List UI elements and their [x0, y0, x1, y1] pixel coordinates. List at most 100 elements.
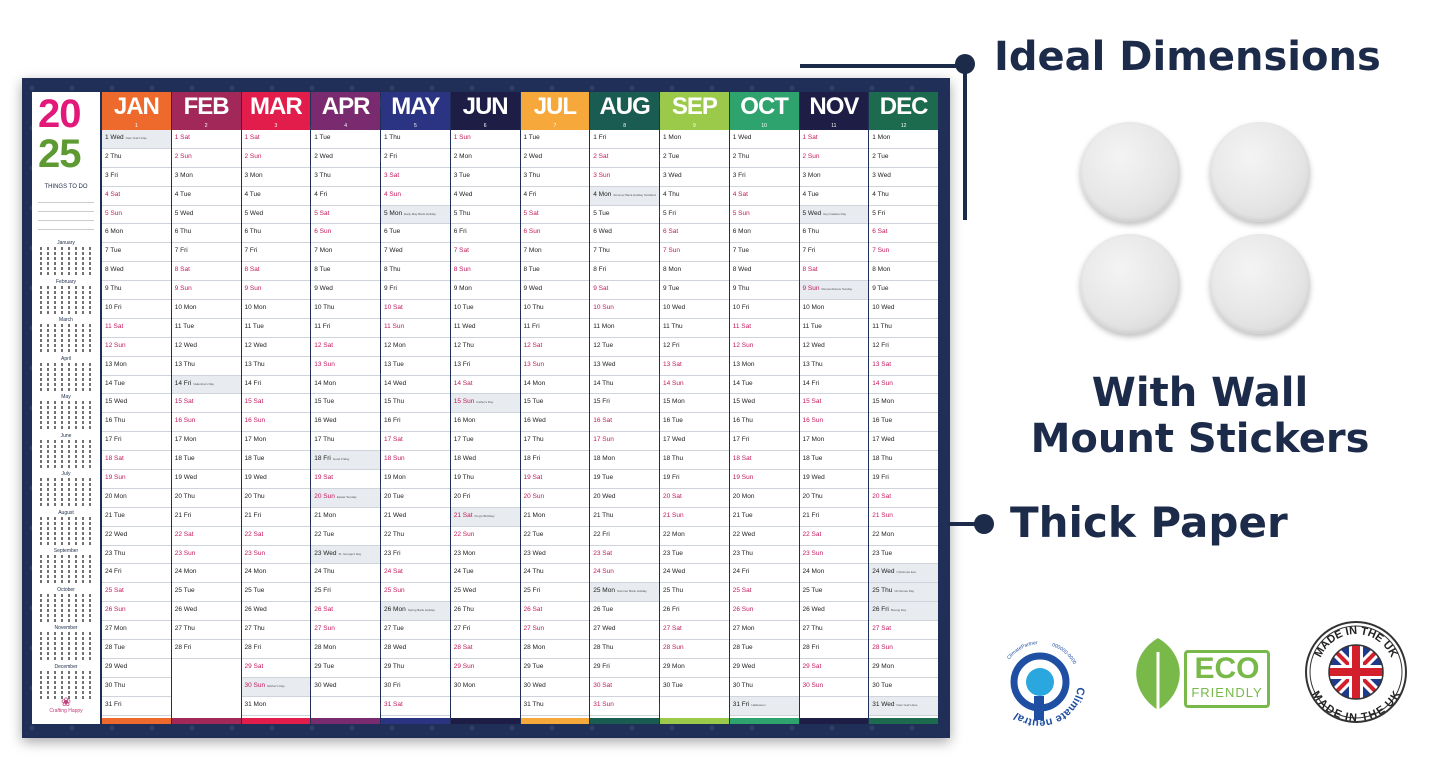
day-label: 16 Sat — [593, 417, 613, 425]
day-row: 7 Fri — [799, 243, 869, 263]
day-label: 27 Sun — [314, 625, 335, 633]
day-label: 18 Sat — [732, 455, 752, 463]
month-footer-bar — [311, 718, 380, 724]
day-row: 26 Sat — [520, 602, 590, 622]
day-row: 19 Mon — [381, 470, 450, 489]
day-row: 17 Tue — [450, 432, 520, 452]
day-row: 26 Wed — [171, 602, 241, 622]
day-row: 16 Sun — [171, 413, 241, 433]
day-label: 25 Wed — [453, 587, 477, 595]
day-label: 23 Sat — [593, 549, 613, 557]
day-label: 6 Mon — [732, 228, 751, 236]
day-row: 30 Sat — [590, 678, 659, 697]
day-row: 18 Mon — [590, 451, 659, 471]
day-label: 31 Fri — [732, 700, 750, 708]
mini-month-name: January — [57, 240, 75, 246]
eco-friendly-badge: ECO FRIENDLY — [1128, 632, 1274, 716]
day-row: 7 Sun — [660, 243, 729, 263]
day-row: 20 Thu — [241, 489, 311, 508]
day-label: 13 Sat — [872, 360, 892, 368]
day-label: 16 Fri — [384, 417, 401, 425]
climate-neutral-icon: Climate neutral ClimatePartner 000000-00… — [1006, 640, 1087, 729]
day-event: Spring Bank Holiday — [407, 608, 435, 613]
day-label: 22 Sat — [244, 530, 264, 538]
eco-friendly-label: ECO FRIENDLY — [1184, 650, 1270, 708]
day-row: 29 Fri — [590, 659, 659, 678]
day-label: 10 Fri — [732, 304, 750, 312]
day-row: 25 Sat — [729, 583, 799, 603]
day-label: 28 Tue — [732, 644, 753, 652]
day-row: 7 Mon — [520, 243, 590, 263]
day-label: 3 Fri — [732, 171, 746, 179]
mini-month-name: May — [61, 394, 71, 400]
day-row: 2 Tue — [869, 149, 938, 168]
month-name: JUN — [462, 93, 509, 120]
month-name: APR — [321, 93, 371, 120]
day-row: 26 Sun — [102, 602, 171, 622]
day-label: 14 Tue — [732, 379, 753, 387]
day-row: 8 Mon — [660, 262, 729, 282]
day-label: 25 Thu — [872, 587, 893, 595]
day-row: 20 Sun Easter Sunday — [311, 488, 380, 508]
day-label: 29 Wed — [732, 662, 756, 670]
day-label: 30 Thu — [732, 681, 753, 689]
day-row: 8 Sat — [799, 262, 869, 282]
day-row: 4 Tue — [241, 187, 311, 206]
month-footer-bar — [171, 718, 241, 724]
day-row: 1 Sat — [171, 130, 241, 149]
wall-mount-heading: With Wall Mount Stickers — [1000, 370, 1400, 462]
day-label: 31 Wed — [872, 700, 895, 708]
day-row: 2 Thu — [102, 149, 171, 168]
day-row: 2 Sun — [171, 149, 241, 168]
day-row: 29 Sun — [450, 659, 520, 678]
day-label: 8 Sat — [174, 266, 190, 274]
day-row: 10 Thu — [520, 300, 590, 319]
day-row: 15 Sat — [171, 394, 241, 414]
day-label: 5 Wed — [802, 209, 822, 217]
day-label: 24 Fri — [732, 568, 750, 576]
day-label: 7 Mon — [314, 247, 333, 255]
day-row: 6 Fri — [450, 224, 520, 244]
day-event: New Year's Eve — [896, 702, 918, 707]
day-event: Early May Bank Holiday — [404, 211, 436, 216]
day-label: 4 Fri — [523, 190, 537, 198]
day-row: 26 Wed — [241, 602, 311, 622]
day-label: 22 Tue — [523, 530, 544, 538]
day-label: 1 Sun — [453, 134, 471, 141]
day-label: 28 Fri — [802, 644, 820, 652]
day-label: 7 Fri — [174, 247, 188, 255]
day-row: 9 Fri — [381, 281, 450, 301]
day-label: 24 Fri — [105, 568, 122, 576]
mini-month: February — [36, 279, 96, 318]
day-label: 2 Mon — [453, 152, 472, 160]
day-row: 30 Sun — [799, 678, 869, 697]
day-list: 1 Mon 2 Tue 3 Wed 4 Thu 5 Fri 6 Sat 7 Sun 8 Mon… — [660, 130, 729, 718]
day-row: 15 Sat — [241, 394, 311, 414]
day-label: 25 Tue — [244, 587, 265, 595]
day-label: 25 Fri — [314, 587, 331, 595]
day-label: 31 Sun — [593, 700, 614, 708]
day-label: 18 Tue — [802, 455, 823, 463]
day-label: 16 Thu — [732, 417, 753, 425]
mini-month-name: September — [53, 548, 79, 554]
day-row: 2 Mon — [450, 149, 520, 168]
day-row: 18 Tue — [799, 451, 869, 471]
day-row: 20 Mon — [102, 489, 171, 508]
month-name: JUL — [533, 93, 577, 120]
day-label: 6 Tue — [384, 228, 401, 236]
day-label: 7 Sun — [872, 247, 890, 255]
month-number: 3 — [274, 123, 278, 129]
day-row: 13 Sun — [311, 357, 380, 376]
day-row: 29 Wed — [102, 659, 171, 678]
day-label: 30 Sun — [802, 681, 824, 689]
day-row: 19 Thu — [450, 470, 520, 489]
day-label: 10 Sun — [593, 304, 614, 312]
day-label: 21 Tue — [732, 511, 753, 519]
day-label: 1 Tue — [314, 134, 331, 141]
day-label: 11 Sat — [732, 322, 752, 330]
day-list: 1 Thu 2 Fri 3 Sat 4 Sun 5 Mon Early May Bank … — [381, 130, 450, 718]
day-row: 31 Fri Halloween — [729, 696, 799, 716]
day-row: 12 Sun — [729, 338, 799, 357]
day-label: 2 Thu — [105, 152, 122, 160]
mini-month-name: April — [60, 355, 71, 362]
